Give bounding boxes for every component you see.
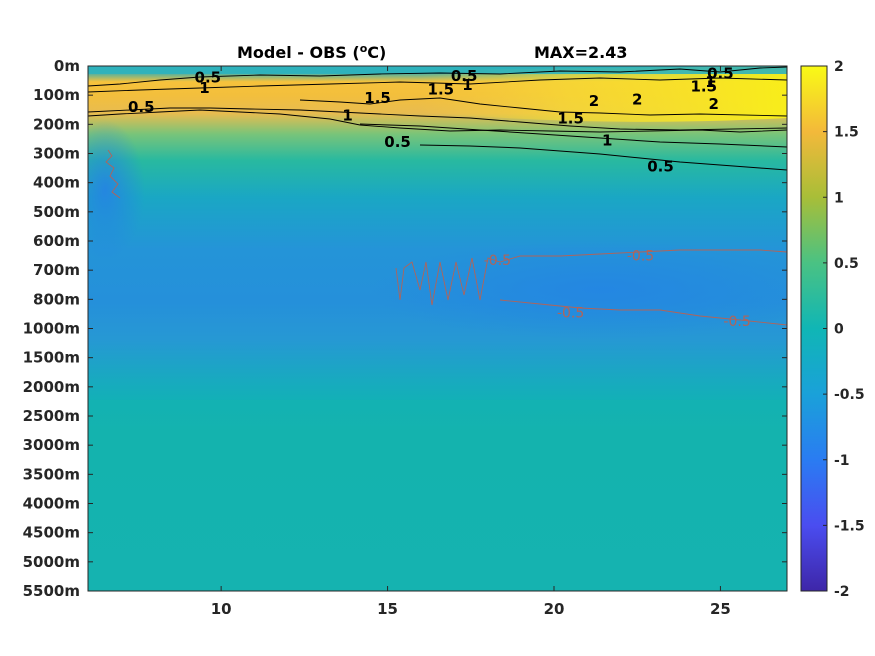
contour-label: 0.5	[128, 98, 155, 116]
contour-label: 0.5	[451, 67, 478, 85]
contour-label: 1	[199, 79, 209, 97]
contour-label: -0.5	[723, 314, 750, 330]
y-tick-label: 100m	[33, 86, 80, 104]
contour-label: 1.5	[428, 80, 455, 98]
contour-neg-left	[105, 149, 121, 199]
y-tick-label: 1500m	[23, 349, 80, 367]
x-tick-label: 20	[544, 600, 565, 618]
colorbar-tick-label: -1.5	[834, 518, 865, 534]
colorbar-tick-label: 1	[834, 190, 844, 206]
contour-labels: 0.510.50.51.5 1.5 110.52 2 21.51.510.510.5-0…	[128, 64, 751, 330]
y-tick-label: 500m	[33, 203, 80, 221]
title-unit: C)	[367, 43, 386, 62]
y-tick-label: 3500m	[23, 465, 80, 483]
y-tick-label: 3000m	[23, 436, 80, 454]
contour-label: 1.5	[364, 89, 391, 107]
contour-0p5-low	[88, 109, 787, 133]
contour-1-low	[88, 107, 787, 131]
contour-label: 0.5	[384, 133, 411, 151]
colorbar-tick-label: 2	[834, 59, 844, 75]
contour-1p5	[299, 97, 787, 117]
deep-band	[88, 400, 787, 591]
colorbar-tick-label: -2	[834, 584, 850, 600]
x-tick-label: 10	[211, 600, 232, 618]
heatmap-field	[88, 66, 787, 591]
chart-max-label: MAX=2.43	[534, 43, 628, 62]
colorbar-ticks: 2 1.5 1 0.5 0 -0.5 -1 -1.5 -2	[823, 59, 865, 600]
contour-neg-mid-low	[499, 299, 787, 326]
warm-band-east	[420, 66, 787, 122]
y-tick-label: 4000m	[23, 495, 80, 513]
y-tick-label: 200m	[33, 115, 80, 133]
contour-label: 1	[705, 73, 715, 91]
contour-label: 1	[342, 107, 352, 125]
y-tick-label: 5500m	[23, 582, 80, 600]
y-tick-label: 1000m	[23, 320, 80, 338]
contour-label: 0.5	[707, 64, 734, 82]
y-tick-label: 600m	[33, 232, 80, 250]
contour-label: 2	[589, 92, 599, 110]
colorbar-gradient	[800, 65, 828, 592]
colorbar-tick-label: 0.5	[834, 256, 859, 272]
y-tick-label: 0m	[54, 57, 80, 75]
contour-label: 0.5	[647, 158, 674, 176]
colorbar-tick-label: 0	[834, 322, 844, 338]
y-tick-label: 400m	[33, 174, 80, 192]
y-tick-label: 300m	[33, 145, 80, 163]
x-axis: 10 15 20 25	[211, 66, 731, 618]
colorbar-tick-label: -0.5	[834, 387, 865, 403]
contour-0p5-top	[88, 66, 787, 87]
contour-label: -0.5	[557, 305, 584, 321]
y-tick-label: 5000m	[23, 553, 80, 571]
contour-label: 1.5	[690, 77, 717, 95]
contour-label: 1.5	[557, 110, 584, 128]
contour-label: 2	[632, 91, 642, 109]
cold-anomaly-left	[88, 120, 145, 260]
contour-label: 1	[602, 131, 612, 149]
colorbar-tick-label: -1	[834, 453, 850, 469]
y-tick-label: 4500m	[23, 524, 80, 542]
colorbar-tick-label: 1.5	[834, 125, 859, 141]
title-text: Model - OBS (	[237, 43, 360, 62]
contour-0p5-deep	[419, 144, 787, 171]
top-surface-band	[88, 66, 787, 74]
y-axis: 0m 100m 200m 300m 400m 500m 600m 700m 800m 1000m 1…	[23, 57, 787, 600]
y-tick-label: 700m	[33, 261, 80, 279]
contour-label: 0.5	[195, 69, 222, 87]
contour-label: 1	[462, 76, 472, 94]
contour-1-deep	[359, 123, 787, 148]
x-tick-label: 25	[710, 600, 731, 618]
contour-1-top	[88, 77, 787, 93]
colorbar: 2 1.5 1 0.5 0 -0.5 -1 -1.5 -2	[800, 59, 865, 600]
contour-label: -0.5	[627, 249, 654, 265]
contour-neg-mid	[395, 249, 787, 306]
contours	[88, 66, 787, 326]
x-tick-label: 15	[377, 600, 398, 618]
y-tick-label: 2000m	[23, 378, 80, 396]
y-tick-label: 800m	[33, 290, 80, 308]
title-unit-sup: o	[360, 42, 368, 55]
contour-label: 2	[709, 95, 719, 113]
cold-anomaly-mid	[370, 240, 787, 340]
chart-title: Model - OBS (oC)	[237, 42, 386, 62]
y-tick-label: 2500m	[23, 407, 80, 425]
contour-label: -0.5	[484, 253, 511, 269]
